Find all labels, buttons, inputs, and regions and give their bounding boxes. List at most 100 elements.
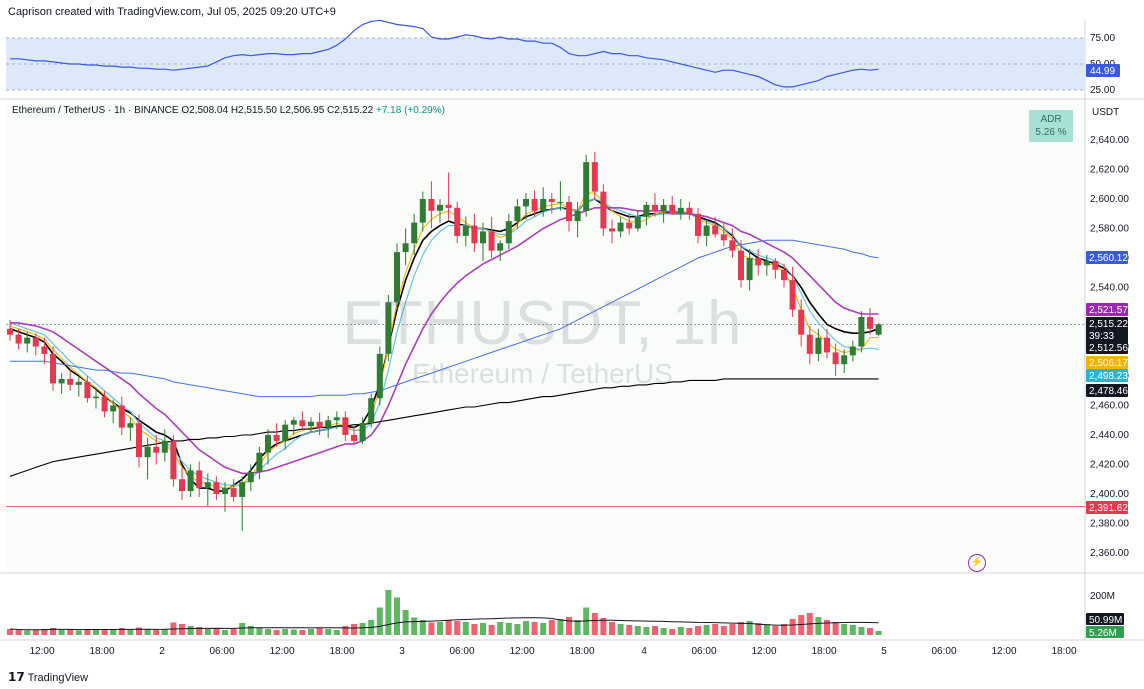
volume-bar <box>153 630 160 635</box>
volume-bar <box>32 629 39 635</box>
volume-bar <box>204 629 211 635</box>
candle <box>609 219 615 244</box>
candle <box>841 349 848 374</box>
candle <box>686 201 693 220</box>
volume-bar <box>695 626 701 635</box>
candle-body <box>299 420 306 427</box>
candle-body <box>772 260 779 270</box>
candle <box>325 415 332 438</box>
candle-body <box>471 225 478 244</box>
candle-body <box>58 378 65 384</box>
candle-body <box>617 222 624 232</box>
currency-label[interactable]: USDT <box>1092 107 1120 118</box>
sma-long-line <box>9 378 879 477</box>
candle-body <box>342 417 349 435</box>
price-tag-label: 2,498.23 <box>1089 371 1128 382</box>
time-tick-label: 12:00 <box>29 646 54 657</box>
candle-body <box>591 162 598 192</box>
candle-body <box>170 440 177 480</box>
candle-body <box>32 337 39 347</box>
time-tick-label: 4 <box>641 646 647 657</box>
volume-bar <box>118 628 125 635</box>
volume-ma-line <box>9 617 879 631</box>
watermark-name: Ethereum / TetherUS <box>412 358 673 389</box>
volume-bar <box>247 626 254 635</box>
candle-body <box>84 381 91 399</box>
candle <box>411 213 418 256</box>
candle-body <box>419 199 426 223</box>
candle-body <box>875 324 882 335</box>
time-tick-label: 06:00 <box>449 646 474 657</box>
volume-bar <box>497 622 504 635</box>
candle-body <box>187 470 194 492</box>
volume-bar <box>325 629 332 635</box>
volume-bar <box>841 624 848 635</box>
rsi-tick-label: 25.00 <box>1090 85 1115 96</box>
candle <box>815 328 822 362</box>
candle-body <box>402 243 409 253</box>
volume-bar <box>867 628 873 635</box>
candle-body <box>514 206 521 222</box>
price-tick-label: 2,540.00 <box>1090 283 1129 294</box>
time-tick-label: 06:00 <box>691 646 716 657</box>
candle-body <box>574 210 581 222</box>
candle-body <box>720 234 727 241</box>
volume-bar <box>437 622 443 635</box>
volume-bar <box>342 626 349 635</box>
candle <box>333 411 340 430</box>
price-tick-label: 2,620.00 <box>1090 165 1129 176</box>
candle-body <box>75 381 82 385</box>
adr-badge[interactable]: ADR 5.26 % <box>1029 110 1073 142</box>
candle-body <box>609 228 615 232</box>
watermark-symbol: ETHUSDT, 1h <box>342 289 743 358</box>
volume-bar <box>849 625 856 635</box>
candle <box>480 222 486 261</box>
candle <box>351 426 357 444</box>
price-tag-label: 2,478.46 <box>1089 386 1128 397</box>
candle <box>471 213 478 253</box>
candle-body <box>359 423 366 441</box>
candle-body <box>118 405 125 428</box>
candle <box>617 216 624 238</box>
candle <box>179 467 185 500</box>
candle-body <box>523 199 529 207</box>
volume-bar <box>514 624 521 635</box>
candle <box>824 328 830 359</box>
lightning-icon[interactable]: ⚡ <box>968 554 986 572</box>
candle-body <box>213 482 220 494</box>
candle-body <box>368 398 375 424</box>
candle-body <box>161 440 168 453</box>
candle-body <box>325 420 332 428</box>
candle-body <box>247 471 254 483</box>
adr-label: ADR <box>1040 114 1062 125</box>
candle <box>806 325 813 365</box>
candle <box>738 240 744 288</box>
candle-body <box>376 353 383 399</box>
candle <box>187 464 194 497</box>
candle-body <box>196 470 203 489</box>
candle-body <box>385 302 392 354</box>
candle <box>557 181 564 211</box>
price-tag <box>1086 317 1128 330</box>
volume-bar <box>471 624 478 635</box>
volume-bar <box>634 626 641 635</box>
volume-bar <box>256 628 263 635</box>
candle-body <box>566 201 572 222</box>
candle <box>652 193 658 217</box>
rsi-line <box>10 19 879 88</box>
volume-bar <box>815 617 822 635</box>
volume-bar <box>703 625 710 635</box>
candle-body <box>660 204 667 211</box>
candle <box>110 399 117 424</box>
volume-bar <box>617 624 624 635</box>
symbol-label[interactable]: Ethereum / TetherUS · 1h · BINANCE <box>12 105 179 116</box>
candle <box>428 181 435 229</box>
volume-bar <box>669 629 676 635</box>
candle-body <box>824 337 830 353</box>
candle <box>394 243 400 310</box>
candle-body <box>695 213 701 236</box>
time-tick-label: 18:00 <box>329 646 354 657</box>
candle-body <box>755 258 762 266</box>
candle <box>591 151 598 199</box>
